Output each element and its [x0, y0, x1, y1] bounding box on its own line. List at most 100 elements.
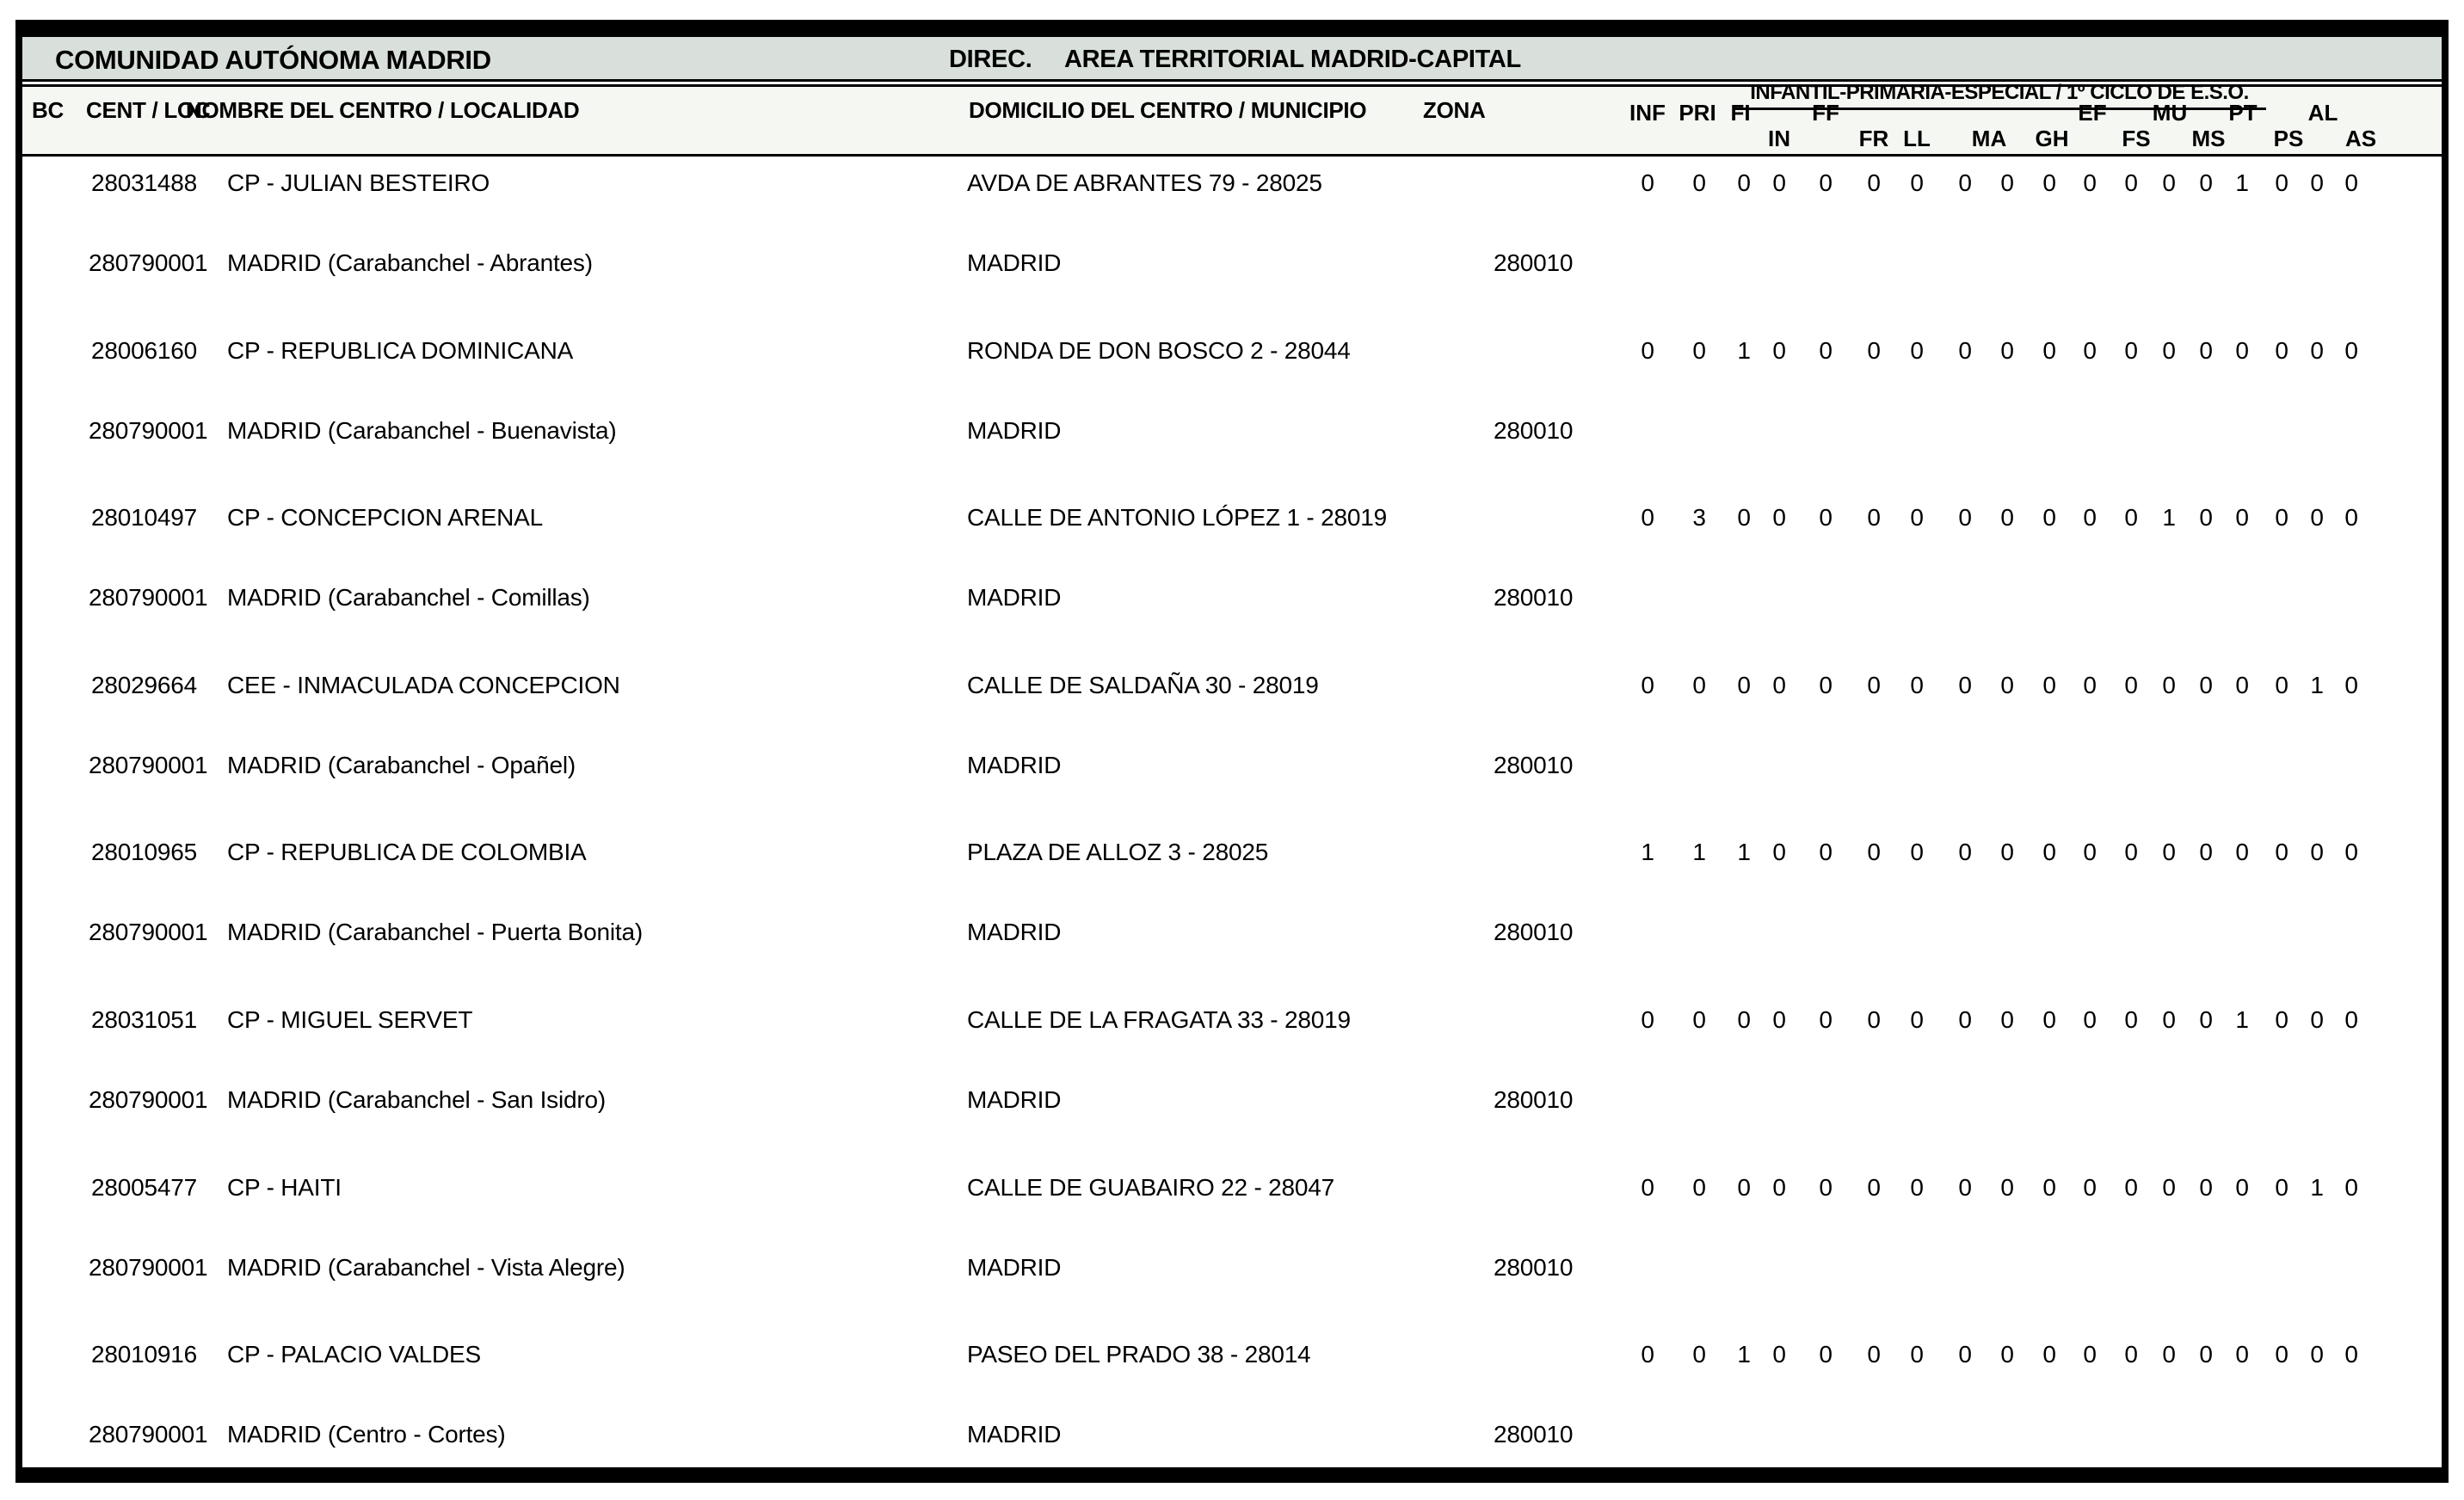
- vacancy-count-cell: 0: [2199, 672, 2213, 698]
- vacancy-count-cell: 0: [2124, 337, 2138, 364]
- vacancy-count-cell: 0: [2275, 504, 2288, 531]
- specialty-label: GH: [2035, 126, 2069, 151]
- vacancy-count-cell: 0: [1910, 672, 1924, 698]
- address-cell: CALLE DE GUABAIRO 22 - 28047: [967, 1174, 1335, 1201]
- vacancy-count-cell: 0: [1692, 1341, 1706, 1368]
- vacancy-count-cell: 0: [1958, 839, 1972, 865]
- address-cell: CALLE DE SALDAÑA 30 - 28019: [967, 672, 1319, 698]
- vacancy-count-cell: 0: [2083, 504, 2097, 531]
- vacancy-count-cell: 0: [2235, 672, 2249, 698]
- zone-code-cell: 280010: [1494, 249, 1574, 276]
- vacancy-count-cell: 0: [2235, 1341, 2249, 1368]
- vacancy-count-cell: 0: [2000, 337, 2014, 364]
- vacancy-count-cell: 0: [2124, 839, 2138, 865]
- vacancy-count-cell: 0: [2344, 169, 2358, 196]
- vacancy-count-cell: 0: [1819, 839, 1833, 865]
- center-code-cell: 28031488: [91, 169, 197, 196]
- vacancy-count-cell: 0: [1737, 1174, 1751, 1201]
- vacancy-count-cell: 0: [2310, 337, 2324, 364]
- vacancy-count-cell: 0: [1867, 169, 1881, 196]
- municipality-cell: MADRID: [967, 1086, 1062, 1113]
- vacancy-count-cell: 0: [2235, 504, 2249, 531]
- vacancy-count-cell: 0: [1772, 1341, 1786, 1368]
- vacancy-count-cell: 0: [1772, 1006, 1786, 1033]
- vacancy-count-cell: 0: [1910, 1174, 1924, 1201]
- vacancy-count-cell: 0: [2162, 839, 2176, 865]
- vacancy-count-cell: 0: [2042, 337, 2056, 364]
- vacancy-count-cell: 0: [1910, 337, 1924, 364]
- vacancy-count-cell: 0: [2162, 337, 2176, 364]
- vacancy-count-cell: 0: [2124, 1341, 2138, 1368]
- locality-name-cell: MADRID (Carabanchel - Vista Alegre): [227, 1254, 625, 1281]
- vacancy-count-cell: 0: [2083, 169, 2097, 196]
- vacancy-count-cell: 0: [1910, 839, 1924, 865]
- vacancy-count-cell: 0: [1737, 504, 1751, 531]
- vacancy-count-cell: 0: [2199, 1174, 2213, 1201]
- header-separator-rule: [22, 154, 2442, 157]
- address-cell: CALLE DE ANTONIO LÓPEZ 1 - 28019: [967, 504, 1387, 531]
- vacancy-count-cell: 0: [1867, 839, 1881, 865]
- vacancy-count-cell: 0: [1772, 169, 1786, 196]
- vacancy-count-cell: 0: [1910, 1341, 1924, 1368]
- vacancy-count-cell: 0: [2162, 672, 2176, 698]
- vacancy-count-cell: 0: [1867, 337, 1881, 364]
- center-name-cell: CP - HAITI: [227, 1174, 342, 1201]
- vacancy-count-cell: 0: [2235, 337, 2249, 364]
- vacancy-count-cell: 0: [1692, 1174, 1706, 1201]
- vacancy-count-cell: 0: [2310, 1341, 2324, 1368]
- vacancy-count-cell: 0: [1772, 839, 1786, 865]
- vacancy-count-cell: 0: [2344, 504, 2358, 531]
- vacancy-count-cell: 0: [2275, 839, 2288, 865]
- table-row: 28006160 CP - REPUBLICA DOMINICANA RONDA D…: [0, 339, 2464, 451]
- vacancy-count-cell: 0: [1737, 169, 1751, 196]
- specialty-label: AS: [2344, 126, 2377, 151]
- municipality-cell: MADRID: [967, 584, 1062, 611]
- vacancy-count-cell: 0: [2124, 1006, 2138, 1033]
- municipality-cell: MADRID: [967, 919, 1062, 945]
- vacancy-count-cell: 0: [2275, 1174, 2288, 1201]
- table-row: 28010965 CP - REPUBLICA DE COLOMBIA PLAZA …: [0, 840, 2464, 952]
- vacancy-count-cell: 0: [1772, 672, 1786, 698]
- municipality-cell: MADRID: [967, 752, 1062, 778]
- vacancy-count-cell: 0: [2199, 839, 2213, 865]
- vacancy-count-cell: 0: [2275, 672, 2288, 698]
- region-title: COMUNIDAD AUTÓNOMA MADRID: [55, 45, 491, 75]
- vacancy-count-cell: 1: [1692, 839, 1706, 865]
- vacancy-count-cell: 0: [1692, 169, 1706, 196]
- double-rule-top: [22, 79, 2442, 82]
- vacancy-count-cell: 0: [1819, 169, 1833, 196]
- vacancy-count-cell: 1: [2310, 672, 2324, 698]
- vacancy-count-cell: 0: [2344, 1341, 2358, 1368]
- vacancy-count-cell: 0: [1737, 672, 1751, 698]
- zone-code-cell: 280010: [1494, 919, 1574, 945]
- vacancy-count-cell: 0: [2162, 1006, 2176, 1033]
- center-name-cell: CP - REPUBLICA DOMINICANA: [227, 337, 574, 364]
- vacancy-count-cell: 0: [2344, 337, 2358, 364]
- locality-name-cell: MADRID (Carabanchel - Abrantes): [227, 249, 593, 276]
- vacancy-count-cell: 0: [2083, 337, 2097, 364]
- vacancy-count-cell: 0: [2042, 1174, 2056, 1201]
- vacancy-count-cell: 0: [1641, 672, 1654, 698]
- locality-name-cell: MADRID (Centro - Cortes): [227, 1421, 506, 1448]
- column-header-cent-loc: CENT / LOC: [86, 97, 211, 123]
- address-cell: AVDA DE ABRANTES 79 - 28025: [967, 169, 1322, 196]
- vacancy-count-cell: 0: [1958, 337, 1972, 364]
- vacancy-count-cell: 0: [1641, 337, 1654, 364]
- locality-name-cell: MADRID (Carabanchel - San Isidro): [227, 1086, 606, 1113]
- specialty-label: FR: [1858, 126, 1889, 151]
- vacancy-count-cell: 0: [1692, 1006, 1706, 1033]
- vacancy-count-cell: 0: [1772, 504, 1786, 531]
- specialty-label: LL: [1903, 126, 1931, 151]
- vacancy-count-cell: 0: [2310, 839, 2324, 865]
- center-code-cell: 28010497: [91, 504, 197, 531]
- vacancy-count-cell: 0: [1819, 672, 1833, 698]
- vacancy-count-cell: 0: [2083, 839, 2097, 865]
- municipality-cell: MADRID: [967, 1254, 1062, 1281]
- vacancy-count-cell: 0: [1819, 337, 1833, 364]
- vacancy-count-cell: 0: [2000, 169, 2014, 196]
- vacancy-count-cell: 0: [2162, 1174, 2176, 1201]
- locality-name-cell: MADRID (Carabanchel - Comillas): [227, 584, 590, 611]
- column-header-zona: ZONA: [1423, 97, 1486, 123]
- vacancy-count-cell: 0: [1819, 1006, 1833, 1033]
- vacancy-count-cell: 0: [1958, 672, 1972, 698]
